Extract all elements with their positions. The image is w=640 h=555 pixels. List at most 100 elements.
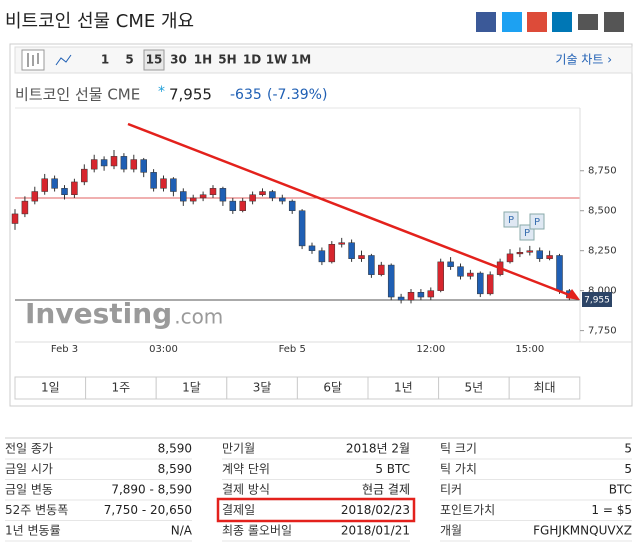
candle-body — [298, 210, 306, 247]
candle-body — [180, 191, 187, 202]
candle-body — [486, 274, 494, 295]
candle-body — [90, 159, 98, 170]
candle-body — [150, 172, 157, 189]
candle-body — [387, 264, 395, 298]
row-value: 2018/01/21 — [341, 524, 410, 538]
range-label: 최대 — [533, 381, 555, 395]
row-label: 만기월 — [222, 442, 255, 456]
row-label: 금일 시가 — [5, 462, 53, 476]
row-value: 현금 결제 — [362, 483, 410, 497]
quote-name: 비트코인 선물 CME — [15, 86, 140, 104]
linkedin[interactable] — [552, 12, 572, 32]
candle-body — [467, 272, 474, 277]
interval-button[interactable]: 1D — [243, 53, 261, 67]
chart-type-icons[interactable] — [21, 49, 72, 71]
row-value: 7,890 - 8,590 — [111, 483, 192, 497]
share-icons[interactable] — [476, 12, 624, 32]
candle-body — [170, 178, 177, 192]
candle-body — [81, 168, 88, 183]
google-plus[interactable] — [527, 12, 547, 32]
candle-body — [536, 250, 543, 259]
candle-body — [279, 197, 286, 202]
row-value: 5 — [624, 442, 632, 456]
candle-body — [100, 159, 108, 167]
candle-body — [140, 159, 147, 173]
toolbar — [14, 46, 633, 74]
x-tick-label: 03:00 — [149, 344, 178, 355]
candle-body — [219, 188, 227, 202]
candle-body — [506, 253, 514, 263]
candle-body — [71, 181, 78, 195]
interval-button[interactable]: 1H — [194, 53, 212, 67]
interval-button[interactable]: 1M — [291, 53, 311, 67]
candle-body — [457, 266, 464, 277]
candle-body — [407, 291, 415, 301]
print[interactable] — [604, 12, 624, 32]
interval-active — [143, 49, 165, 71]
technical-chart-link[interactable]: 기술 차트 › — [555, 53, 612, 67]
annotation-marker[interactable] — [503, 211, 519, 228]
row-value: FGHJKMNQUVXZ — [533, 524, 632, 538]
y-tick-label: 8,750 — [588, 166, 617, 177]
watermark-domain: .com — [174, 305, 223, 329]
price-badge — [582, 292, 612, 307]
page-title: 비트코인 선물 CME 개요 — [5, 11, 194, 32]
trend-arrow — [566, 289, 580, 300]
row-label: 결제 방식 — [222, 483, 270, 497]
candle-body — [11, 213, 19, 224]
candle-body — [61, 188, 68, 195]
row-label: 최종 롤오버일 — [222, 524, 292, 538]
row-label: 52주 변동폭 — [5, 503, 68, 517]
facebook[interactable] — [476, 12, 496, 32]
candle-body — [328, 244, 336, 263]
email[interactable] — [578, 14, 598, 30]
range-label: 1일 — [41, 381, 60, 395]
interval-button[interactable]: 15 — [146, 53, 163, 67]
candle-body — [427, 290, 435, 298]
line-icon[interactable] — [55, 54, 72, 66]
y-tick-label: 8,500 — [588, 206, 617, 217]
candle-body — [110, 156, 118, 167]
interval-button[interactable]: 5H — [218, 53, 236, 67]
row-label: 틱 크기 — [440, 442, 477, 456]
row-value: 1 = $5 — [591, 503, 632, 517]
range-button[interactable] — [508, 376, 581, 400]
candle-body — [546, 255, 553, 259]
candle-body — [348, 242, 355, 259]
range-label: 6달 — [323, 381, 342, 395]
range-label: 3달 — [253, 381, 272, 395]
row-value: 7,750 - 20,650 — [104, 503, 192, 517]
twitter[interactable] — [502, 12, 522, 32]
candle-body — [31, 191, 39, 202]
interval-button[interactable]: 30 — [170, 53, 187, 67]
candle-body — [130, 159, 138, 170]
interval-button[interactable]: 5 — [125, 53, 133, 67]
row-label: 틱 가치 — [440, 462, 477, 476]
row-value: 5 — [624, 462, 632, 476]
candle-body — [437, 261, 444, 291]
quote-marker: * — [158, 84, 165, 100]
candle-body — [417, 291, 425, 298]
candle-body — [397, 296, 405, 301]
row-label: 전일 종가 — [5, 442, 53, 456]
candle-body — [516, 252, 524, 255]
candle-body — [239, 200, 246, 211]
x-tick-label: 15:00 — [515, 344, 544, 355]
y-tick-label: 7,750 — [588, 326, 617, 337]
range-label: 1달 — [182, 381, 201, 395]
annotation-label: P — [534, 217, 540, 228]
candle-body — [120, 156, 128, 170]
annotation-marker[interactable] — [529, 213, 545, 230]
row-label: 티커 — [440, 483, 462, 497]
candle-body — [308, 245, 316, 251]
candle-body — [21, 200, 29, 215]
candle-body — [160, 178, 167, 189]
interval-button[interactable]: 1W — [266, 53, 288, 67]
candle-body — [378, 264, 385, 275]
row-value: 8,590 — [158, 442, 192, 456]
interval-button[interactable]: 1 — [101, 53, 109, 67]
row-label: 포인트가치 — [440, 503, 495, 517]
quote-change-pct: (-7.39%) — [267, 87, 327, 103]
candle-body — [338, 242, 345, 245]
price-badge-label: 7,955 — [584, 296, 610, 306]
